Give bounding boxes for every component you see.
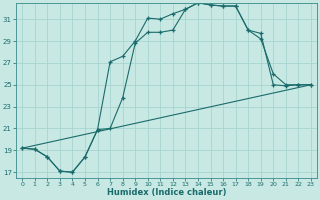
X-axis label: Humidex (Indice chaleur): Humidex (Indice chaleur) — [107, 188, 226, 197]
